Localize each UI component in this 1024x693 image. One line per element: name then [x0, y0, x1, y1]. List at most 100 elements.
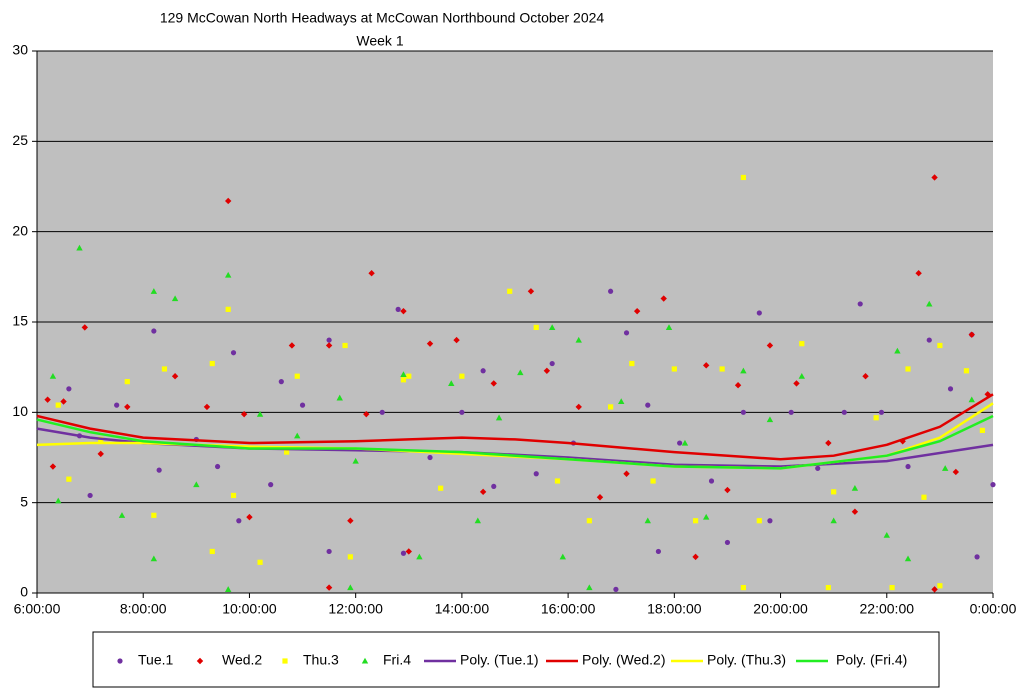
point	[671, 366, 677, 372]
point	[608, 288, 614, 294]
point	[161, 366, 168, 372]
point	[66, 386, 72, 392]
point	[49, 463, 57, 470]
legend-label: Wed.2	[222, 652, 262, 668]
point	[644, 517, 651, 524]
point	[151, 512, 157, 518]
point	[708, 478, 715, 484]
point	[151, 328, 157, 334]
legend-swatch	[196, 657, 204, 665]
point	[453, 336, 460, 344]
point	[230, 350, 237, 356]
x-tick-label: 12:00:00	[328, 601, 383, 617]
legend-label: Poly. (Thu.3)	[707, 652, 786, 668]
point	[459, 373, 465, 379]
point	[947, 386, 954, 392]
legend-label: Poly. (Wed.2)	[582, 652, 666, 668]
point	[756, 310, 762, 316]
point	[655, 548, 662, 555]
point	[438, 485, 444, 491]
point	[299, 402, 306, 408]
point	[49, 373, 57, 379]
point	[480, 368, 486, 374]
y-tick-label: 20	[12, 222, 28, 238]
point	[968, 396, 975, 403]
point	[904, 555, 912, 562]
point	[740, 174, 746, 181]
point	[406, 373, 412, 379]
point	[862, 373, 869, 380]
legend-box	[92, 631, 940, 688]
point	[942, 465, 949, 471]
point	[548, 324, 556, 330]
point	[623, 470, 630, 477]
x-tick-label: 0:00:00	[970, 601, 1017, 617]
legend-swatch	[361, 657, 369, 664]
point	[915, 270, 922, 277]
y-tick-label: 15	[12, 313, 28, 329]
point	[326, 337, 332, 343]
point	[284, 449, 290, 455]
point	[766, 342, 774, 349]
point	[427, 454, 433, 461]
point	[931, 586, 938, 593]
point	[257, 559, 263, 565]
point	[586, 518, 592, 524]
point	[44, 396, 51, 403]
point	[426, 340, 434, 347]
point	[857, 301, 863, 307]
point	[533, 471, 539, 477]
legend-label: Thu.3	[303, 652, 339, 668]
point	[400, 307, 407, 315]
point	[851, 508, 859, 515]
x-tick-label: 16:00:00	[541, 601, 596, 617]
point	[326, 548, 332, 555]
point	[767, 518, 773, 524]
point	[225, 306, 231, 312]
point	[645, 402, 651, 408]
trend-line	[36, 414, 994, 470]
point	[118, 512, 126, 518]
x-tick-label: 14:00:00	[435, 601, 490, 617]
point	[379, 409, 385, 415]
x-tick-label: 22:00:00	[860, 601, 915, 617]
point	[549, 360, 555, 367]
legend-label: Poly. (Tue.1)	[460, 652, 539, 668]
point	[841, 409, 847, 415]
point	[294, 432, 301, 439]
point	[937, 342, 943, 349]
point	[171, 373, 179, 380]
x-tick-label: 8:00:00	[120, 601, 167, 617]
point	[60, 398, 67, 405]
point	[474, 517, 482, 524]
point	[963, 368, 970, 374]
point	[905, 463, 911, 470]
point	[459, 409, 465, 415]
point	[209, 360, 215, 367]
point	[899, 438, 906, 445]
point	[937, 583, 943, 589]
point	[507, 288, 513, 294]
point	[629, 360, 635, 367]
x-tick-label: 10:00:00	[222, 601, 277, 617]
point	[815, 465, 821, 471]
point	[830, 517, 837, 524]
point	[400, 550, 407, 556]
point	[479, 488, 487, 496]
legend-label: Tue.1	[138, 652, 173, 668]
x-tick-label: 6:00:00	[14, 601, 61, 617]
point	[851, 485, 859, 491]
point	[150, 555, 158, 562]
point	[883, 531, 890, 538]
point	[400, 371, 407, 377]
point	[66, 476, 72, 482]
point	[873, 415, 879, 421]
point	[575, 336, 582, 343]
point	[559, 553, 566, 560]
point	[931, 174, 938, 181]
point	[974, 554, 980, 560]
y-tick-label: 5	[20, 493, 28, 509]
chart-subtitle: Week 1	[356, 33, 403, 49]
point	[325, 584, 333, 591]
legend-swatch	[117, 658, 123, 664]
